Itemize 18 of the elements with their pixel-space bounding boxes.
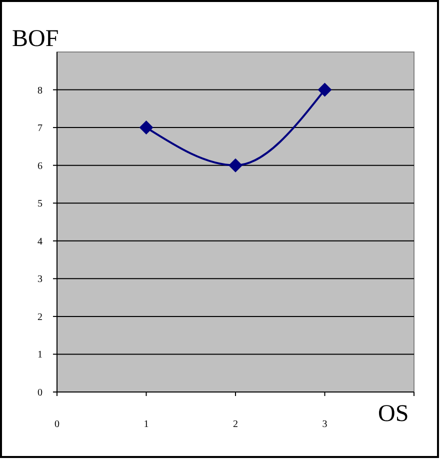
y-tick-label: 0 (38, 388, 42, 398)
y-tick-label: 5 (38, 198, 42, 210)
y-tick-label: 7 (38, 123, 42, 134)
point (228, 158, 242, 172)
x-tick-label: 3 (322, 419, 328, 430)
y-tick-label: 1 (38, 350, 42, 361)
y-axis-title: BOF (12, 26, 59, 52)
point (139, 120, 154, 135)
point (318, 82, 332, 97)
x-axis-title: OS (378, 401, 409, 427)
x-tick-label: 1 (144, 419, 149, 430)
y-tick-label: 8 (38, 85, 42, 96)
y-tick-label: 2 (38, 312, 42, 323)
x-tick-label: 0 (54, 419, 60, 430)
y-tick-label: 6 (38, 160, 42, 172)
y-tick-label: 4 (38, 236, 42, 248)
x-tick-label: 2 (233, 419, 238, 430)
y-tick-label: 3 (38, 274, 42, 286)
